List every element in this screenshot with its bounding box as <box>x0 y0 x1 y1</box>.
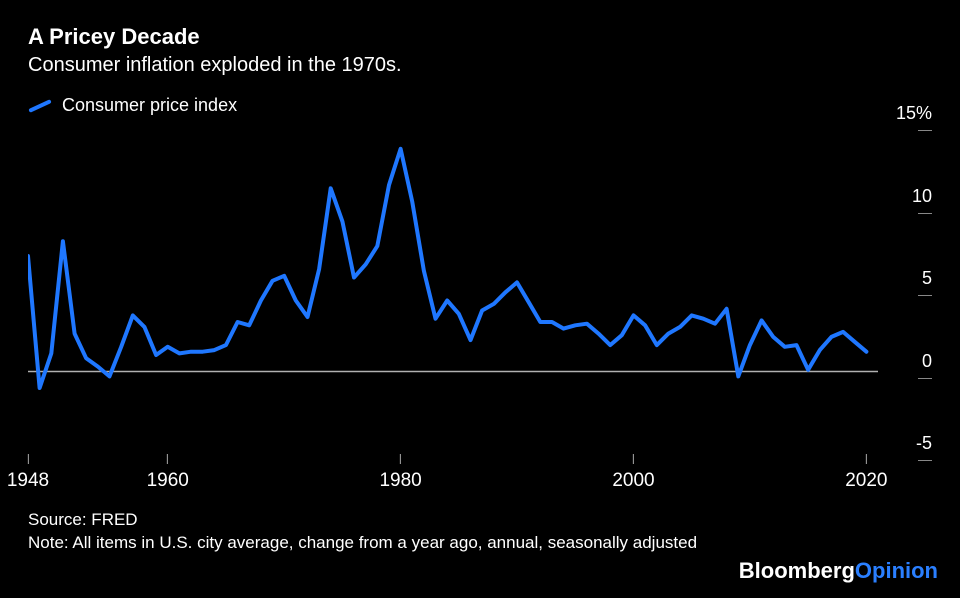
brand-part-a: Bloomberg <box>739 558 855 583</box>
cpi-line <box>28 149 866 388</box>
chart-note: Note: All items in U.S. city average, ch… <box>28 532 748 554</box>
chart-footer: Source: FRED Note: All items in U.S. cit… <box>28 510 932 554</box>
legend-label: Consumer price index <box>62 95 237 116</box>
x-axis-labels: 19481960198020002020 <box>28 454 932 504</box>
y-tick-label: -5 <box>916 433 932 454</box>
legend-swatch <box>28 99 51 113</box>
x-tick-label: 2020 <box>845 470 887 492</box>
y-tick-label: 5 <box>922 268 932 289</box>
brand-logo: BloombergOpinion <box>739 558 938 584</box>
chart-plot-area: 15%1050-5 <box>28 124 932 454</box>
x-tick-mark <box>633 454 634 464</box>
x-tick-label: 1948 <box>7 470 49 492</box>
chart-title: A Pricey Decade <box>28 24 932 50</box>
x-tick-mark <box>167 454 168 464</box>
y-tick-label: 10 <box>912 186 932 207</box>
x-tick-group: 1960 <box>147 454 189 492</box>
x-tick-mark <box>400 454 401 464</box>
x-tick-group: 1980 <box>379 454 421 492</box>
y-tick-mark <box>918 378 932 379</box>
x-tick-group: 2020 <box>845 454 887 492</box>
brand-part-b: Opinion <box>855 558 938 583</box>
y-tick-label: 0 <box>922 351 932 372</box>
x-tick-label: 2000 <box>612 470 654 492</box>
x-tick-mark <box>866 454 867 464</box>
x-tick-group: 1948 <box>7 454 49 492</box>
y-axis-labels: 15%1050-5 <box>882 124 932 454</box>
chart-source: Source: FRED <box>28 510 932 530</box>
y-tick-mark <box>918 295 932 296</box>
x-tick-label: 1960 <box>147 470 189 492</box>
y-tick-mark <box>918 213 932 214</box>
chart-legend: Consumer price index <box>28 95 932 116</box>
x-tick-mark <box>28 454 29 464</box>
y-tick-label: 15% <box>896 103 932 124</box>
y-tick-mark <box>918 130 932 131</box>
x-tick-label: 1980 <box>379 470 421 492</box>
line-chart-svg <box>28 124 932 454</box>
chart-subtitle: Consumer inflation exploded in the 1970s… <box>28 54 932 77</box>
x-tick-group: 2000 <box>612 454 654 492</box>
